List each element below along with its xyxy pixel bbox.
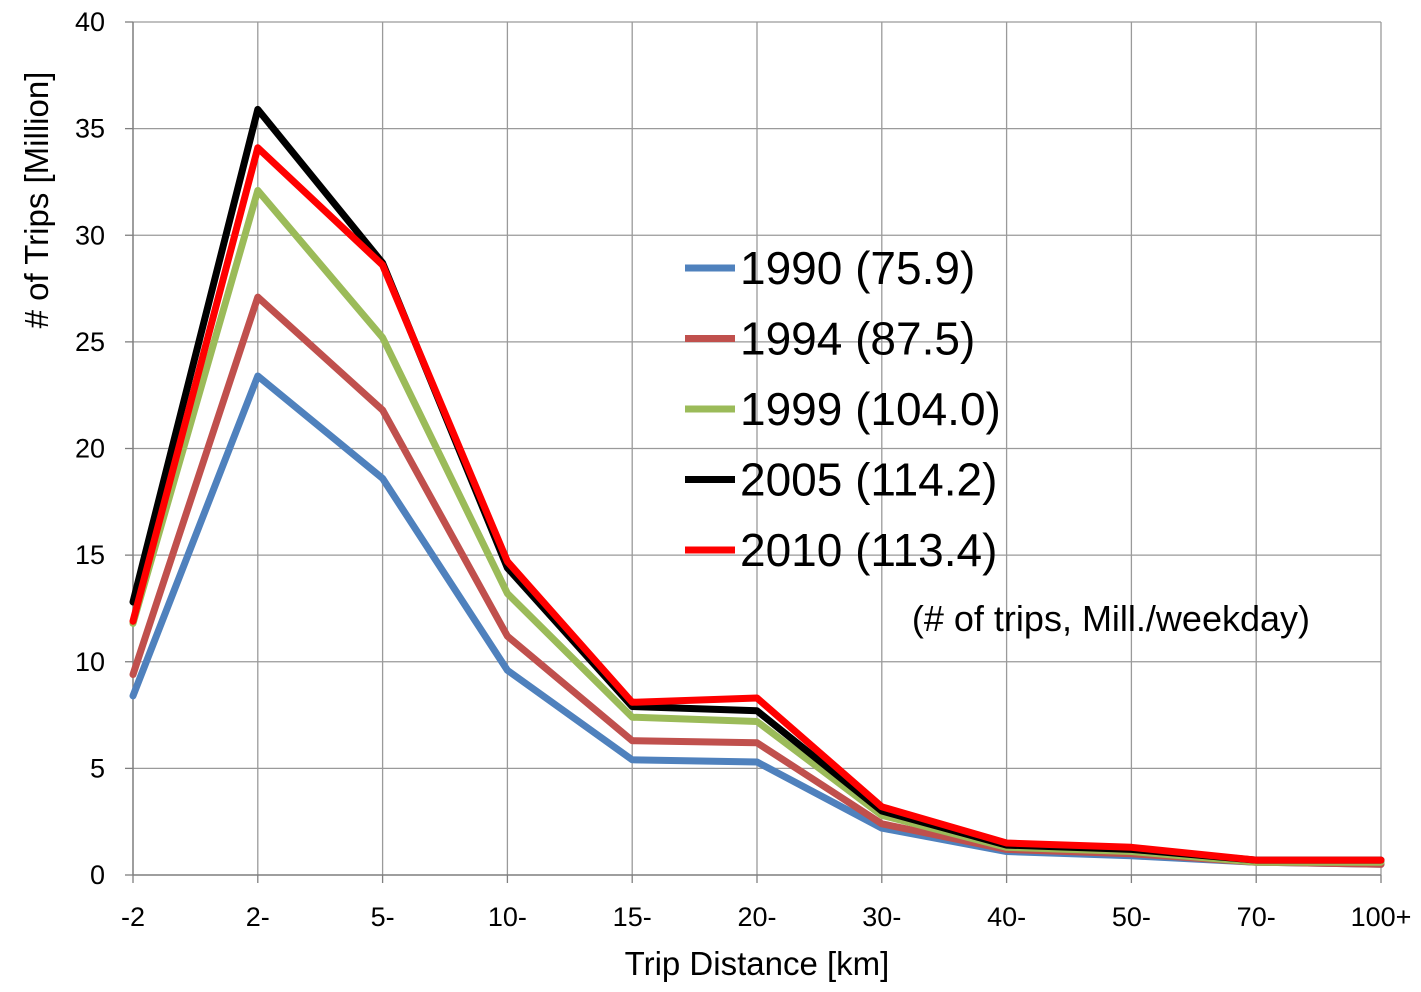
- legend: 1990 (75.9) 1994 (87.5) 1999 (104.0) 2005 (…: [685, 242, 1001, 576]
- y-axis-title: # of Trips [Million]: [18, 72, 55, 329]
- y-tick-label: 10: [75, 647, 105, 677]
- x-tick-label: 100+: [1351, 902, 1412, 932]
- series-line-2010: [129, 144, 1385, 864]
- y-tick-label: 35: [75, 114, 105, 144]
- x-tick-label: -2: [121, 902, 145, 932]
- x-tick-label: 40-: [987, 902, 1026, 932]
- x-tick-label: 5-: [371, 902, 395, 932]
- tick-labels: 0 5 10 15 20 25 30 35 40 -2 2- 5- 10- 15- 20- 30- 40- 50-…: [75, 7, 1411, 932]
- y-tick-label: 15: [75, 540, 105, 570]
- legend-label-2010: 2010 (113.4): [740, 524, 997, 576]
- x-tick-label: 10-: [488, 902, 527, 932]
- x-tick-label: 20-: [737, 902, 776, 932]
- legend-annotation: (# of trips, Mill./weekday): [912, 598, 1310, 639]
- x-tick-label: 50-: [1112, 902, 1151, 932]
- y-tick-label: 30: [75, 220, 105, 250]
- y-tick-label: 0: [90, 860, 105, 890]
- x-axis-title: Trip Distance [km]: [625, 945, 890, 982]
- legend-label-2005: 2005 (114.2): [740, 454, 997, 506]
- x-tick-label: 70-: [1237, 902, 1276, 932]
- axes: [125, 21, 1382, 883]
- legend-label-1994: 1994 (87.5): [740, 313, 975, 365]
- gridlines: [133, 21, 1382, 875]
- series-lines: [129, 105, 1385, 868]
- y-tick-label: 40: [75, 7, 105, 37]
- legend-label-1990: 1990 (75.9): [740, 242, 975, 294]
- legend-label-1999: 1999 (104.0): [740, 383, 1001, 435]
- x-tick-label: 15-: [613, 902, 652, 932]
- y-tick-label: 20: [75, 434, 105, 464]
- y-tick-label: 25: [75, 327, 105, 357]
- x-tick-label: 30-: [862, 902, 901, 932]
- x-tick-label: 2-: [246, 902, 270, 932]
- y-tick-label: 5: [90, 753, 105, 783]
